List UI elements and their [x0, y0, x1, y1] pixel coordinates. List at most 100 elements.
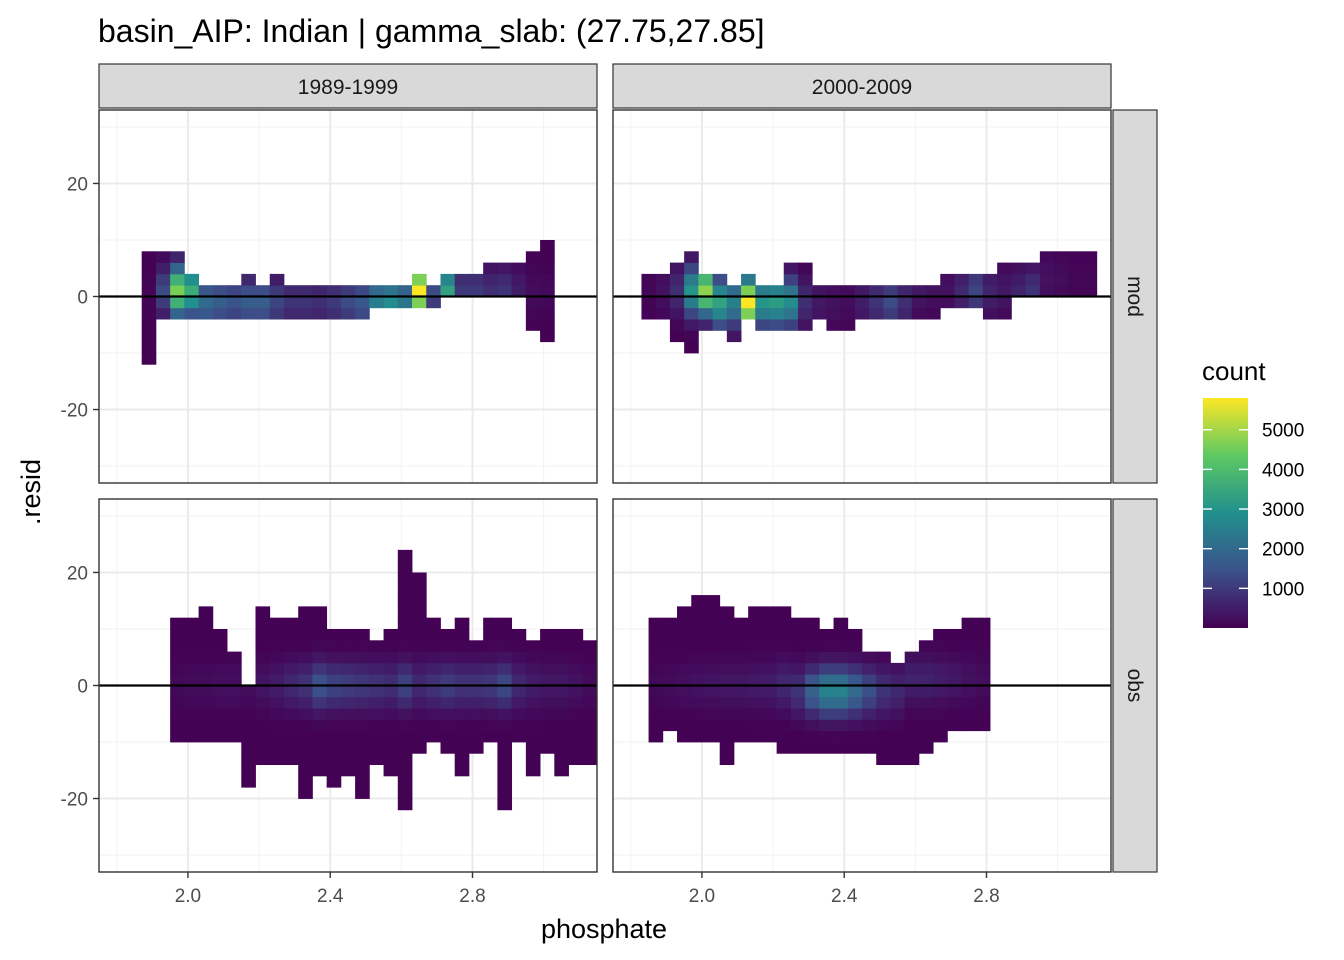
- heatmap-tile: [227, 719, 242, 732]
- heatmap-tile: [355, 674, 370, 686]
- heatmap-tile: [1068, 251, 1083, 263]
- heatmap-tile: [719, 617, 735, 630]
- heatmap-tile: [326, 651, 342, 664]
- heatmap-tile: [170, 273, 185, 286]
- heatmap-tile: [1039, 285, 1055, 297]
- heatmap-tile: [355, 696, 370, 709]
- heatmap-tile: [497, 651, 513, 664]
- heatmap-tile: [847, 685, 863, 698]
- heatmap-tile: [241, 764, 256, 777]
- heatmap-tile: [397, 719, 413, 732]
- heatmap-tile: [790, 696, 806, 709]
- heatmap-tile: [677, 708, 692, 720]
- heatmap-tile: [269, 708, 285, 720]
- heatmap-tile: [483, 662, 498, 675]
- heatmap-tile: [805, 662, 820, 675]
- heatmap-tile: [440, 719, 456, 732]
- heatmap-tile: [468, 662, 484, 675]
- heatmap-tile: [748, 674, 763, 686]
- heatmap-tile: [669, 307, 685, 320]
- heatmap-tile: [769, 319, 785, 331]
- heatmap-tile: [933, 696, 948, 709]
- heatmap-tile: [847, 730, 863, 743]
- heatmap-tile: [483, 651, 498, 664]
- heatmap-tile: [312, 651, 328, 664]
- facet-strip-row: [1112, 498, 1158, 873]
- heatmap-tile: [940, 296, 955, 309]
- heatmap-tile: [648, 617, 664, 630]
- heatmap-tile: [227, 696, 242, 709]
- heatmap-tile: [568, 730, 584, 743]
- heatmap-tile: [1039, 273, 1055, 286]
- heatmap-tile: [961, 696, 977, 709]
- heatmap-tile: [883, 296, 898, 309]
- heatmap-tile: [483, 730, 498, 743]
- heatmap-tile: [212, 307, 228, 320]
- heatmap-tile: [255, 651, 271, 664]
- heatmap-tile: [677, 696, 692, 709]
- heatmap-tile: [726, 319, 742, 331]
- heatmap-tile: [719, 719, 735, 732]
- heatmap-tile: [283, 640, 299, 652]
- heatmap-tile: [554, 730, 569, 743]
- heatmap-tile: [733, 708, 749, 720]
- heatmap-tile: [677, 730, 692, 743]
- heatmap-tile: [997, 296, 1012, 309]
- heatmap-tile: [691, 640, 706, 652]
- heatmap-tile: [684, 341, 699, 354]
- heatmap-tile: [355, 307, 370, 320]
- heatmap-tile: [525, 753, 541, 766]
- heatmap-tile: [911, 285, 927, 297]
- heatmap-tile: [355, 708, 370, 720]
- heatmap-tile: [170, 307, 185, 320]
- heatmap-tile: [847, 674, 863, 686]
- heatmap-tile: [890, 742, 906, 754]
- heatmap-tile: [840, 285, 856, 297]
- heatmap-tile: [326, 285, 342, 297]
- panel-border: [612, 498, 1112, 873]
- heatmap-tile: [655, 285, 671, 297]
- heatmap-tile: [662, 662, 678, 675]
- heatmap-tile: [383, 296, 399, 309]
- heatmap-tile: [897, 307, 913, 320]
- heatmap-tile: [890, 662, 906, 675]
- heatmap-tile: [255, 742, 271, 754]
- heatmap-tile: [369, 708, 384, 720]
- heatmap-tile: [840, 307, 856, 320]
- heatmap-tile: [705, 651, 721, 664]
- heatmap-tile: [669, 319, 685, 331]
- heatmap-tile: [918, 730, 934, 743]
- heatmap-tile: [340, 628, 356, 641]
- heatmap-tile: [170, 674, 185, 686]
- heatmap-tile: [776, 628, 792, 641]
- y-tick-label: 20: [67, 563, 88, 584]
- heatmap-tile: [540, 742, 555, 754]
- heatmap-tile: [797, 307, 813, 320]
- heatmap-tile: [719, 753, 735, 766]
- heatmap-tile: [440, 273, 456, 286]
- heatmap-tile: [684, 285, 699, 297]
- heatmap-tile: [340, 708, 356, 720]
- heatmap-tile: [184, 296, 199, 309]
- heatmap-tile: [255, 640, 271, 652]
- heatmap-tile: [227, 662, 242, 675]
- heatmap-tile: [369, 674, 384, 686]
- heatmap-tile: [483, 628, 498, 641]
- heatmap-tile: [483, 685, 498, 698]
- heatmap-tile: [540, 319, 555, 331]
- heatmap-tile: [876, 708, 891, 720]
- heatmap-tile: [705, 595, 721, 607]
- heatmap-tile: [833, 617, 849, 630]
- heatmap-tile: [269, 273, 285, 286]
- facet-strip-column: [612, 63, 1112, 109]
- heatmap-tile: [705, 708, 721, 720]
- heatmap-tile: [397, 606, 413, 619]
- heatmap-tile: [540, 640, 555, 652]
- heatmap-tile: [525, 307, 541, 320]
- heatmap-tile: [733, 674, 749, 686]
- heatmap-tile: [755, 319, 770, 331]
- heatmap-tile: [298, 307, 313, 320]
- heatmap-tile: [269, 685, 285, 698]
- heatmap-tile: [355, 787, 370, 799]
- heatmap-tile: [383, 640, 399, 652]
